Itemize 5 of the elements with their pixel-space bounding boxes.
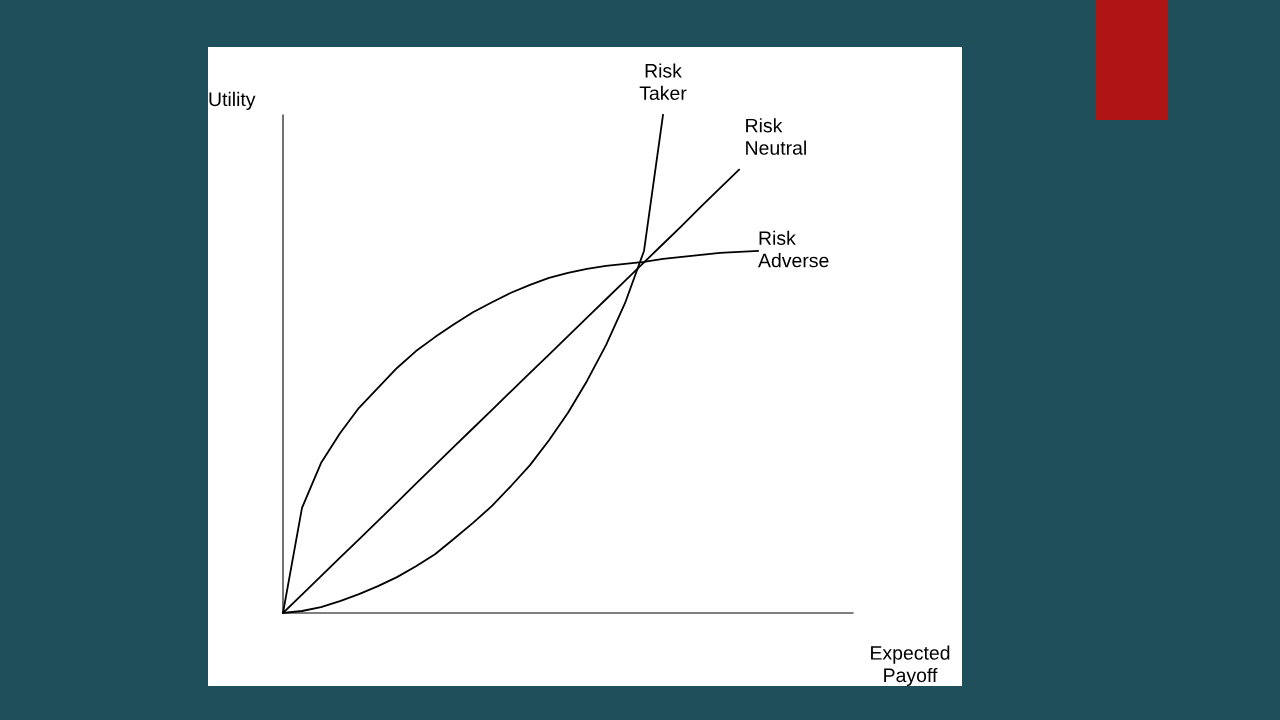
y-axis-title: Utility [209,91,256,110]
series-label: Risk Neutral [746,118,806,155]
series-label: Risk Taker [639,63,687,101]
series-label: Risk Adverse [758,230,829,268]
x-axis-title: Expected Payoff [871,645,950,686]
